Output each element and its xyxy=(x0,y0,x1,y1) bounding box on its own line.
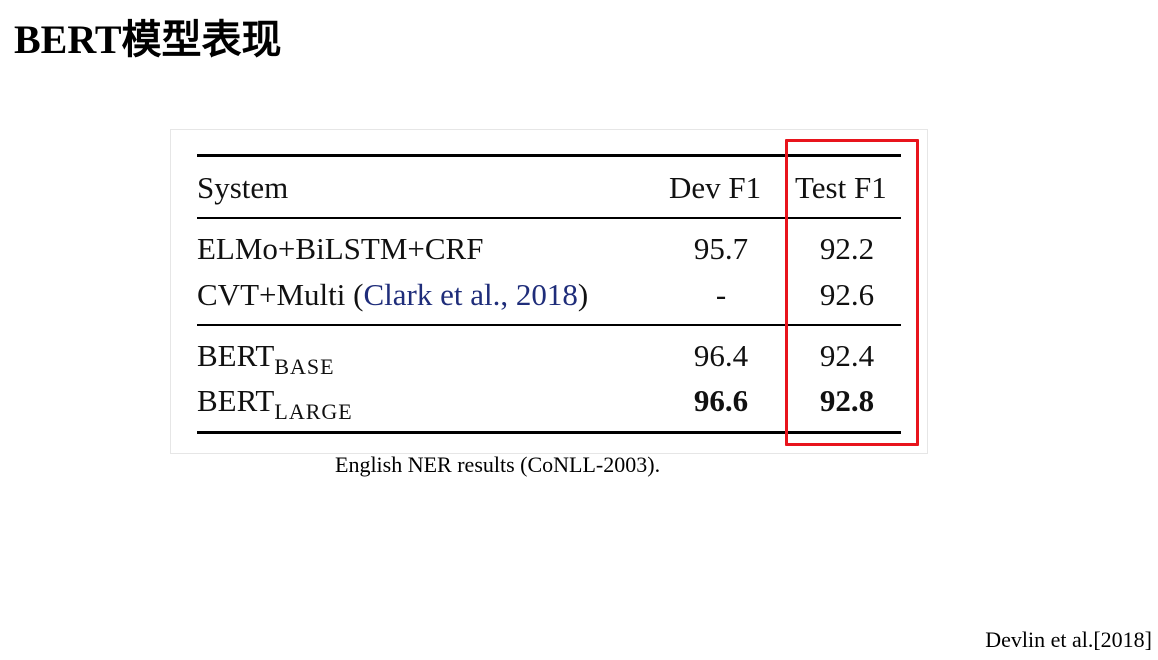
table-top-rule xyxy=(197,154,901,157)
test-f1-highlight-box xyxy=(785,139,919,446)
row-elmo-dev: 95.7 xyxy=(693,231,749,266)
row-bert-base-dev: 96.4 xyxy=(693,338,749,373)
row-bert-large-subscript: LARGE xyxy=(274,399,353,424)
header-test-f1: Test F1 xyxy=(795,170,887,205)
row-bert-large-name: BERT xyxy=(197,383,275,418)
table-group-rule xyxy=(197,324,901,326)
row-bert-large-dev: 96.6 xyxy=(693,383,749,418)
table-caption: English NER results (CoNLL-2003). xyxy=(335,452,661,477)
row-cvt-system-suffix: ) xyxy=(577,277,589,312)
row-cvt-dev: - xyxy=(715,277,727,312)
slide-title: BERT模型表现 xyxy=(14,17,282,62)
row-bert-large-system: BERTLARGE xyxy=(197,381,353,424)
row-bert-base-name: BERT xyxy=(197,338,275,373)
row-elmo-system: ELMo+BiLSTM+CRF xyxy=(197,231,484,266)
row-elmo-test: 92.2 xyxy=(819,231,875,266)
table-header-rule xyxy=(197,217,901,219)
table-bottom-rule xyxy=(197,431,901,434)
clark-citation-link[interactable]: Clark et al., 2018 xyxy=(363,277,578,312)
row-bert-base-test: 92.4 xyxy=(819,338,875,373)
row-cvt-test: 92.6 xyxy=(819,277,875,312)
row-bert-large-test: 92.8 xyxy=(819,383,875,418)
row-cvt-system: CVT+Multi (Clark et al., 2018) xyxy=(197,275,588,315)
row-bert-base-system: BERTBASE xyxy=(197,336,335,379)
source-citation: Devlin et al.[2018] xyxy=(985,627,1152,652)
header-system: System xyxy=(197,170,289,205)
results-table: System Dev F1 Test F1 ELMo+BiLSTM+CRF 95… xyxy=(171,130,927,453)
row-bert-base-subscript: BASE xyxy=(274,354,335,379)
header-dev-f1: Dev F1 xyxy=(669,170,762,205)
row-cvt-system-prefix: CVT+Multi ( xyxy=(197,277,364,312)
